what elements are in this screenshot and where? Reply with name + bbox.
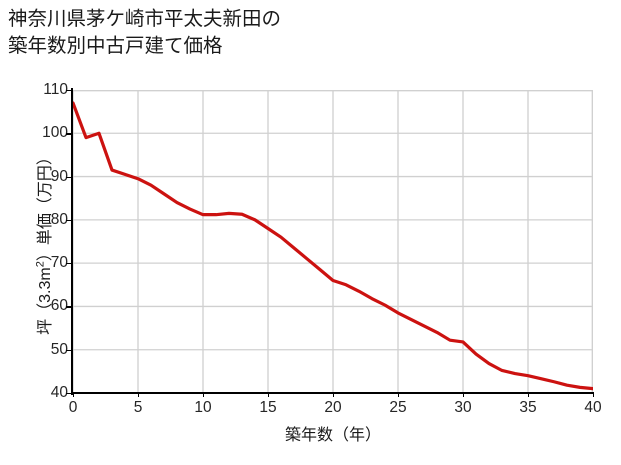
- y-tick-mark: [66, 349, 71, 351]
- y-axis-title-suffix: ）単価（万円）: [37, 149, 54, 262]
- y-tick-label: 50: [50, 340, 68, 358]
- y-tick-label: 80: [50, 210, 68, 228]
- x-tick-mark: [333, 392, 335, 397]
- y-tick-label: 40: [50, 384, 68, 401]
- y-axis-title: 坪（3.3m2）単価（万円）: [31, 87, 55, 397]
- y-axis-title-unit: m: [37, 267, 54, 281]
- y-axis-title-prefix: 坪（3.3: [37, 280, 54, 335]
- y-axis-title-superscript: 2: [34, 261, 47, 268]
- x-tick-label: 35: [519, 399, 537, 416]
- y-tick-mark: [66, 393, 71, 395]
- grid-lines: [73, 90, 593, 393]
- x-axis-title: 築年数（年）: [284, 427, 381, 444]
- y-axis-spine: [71, 88, 74, 395]
- y-tick-mark: [66, 90, 71, 92]
- data-line-series: [73, 101, 593, 391]
- x-tick-mark: [463, 392, 465, 397]
- y-tick-label: 70: [50, 254, 68, 272]
- y-tick-mark: [66, 306, 71, 308]
- x-tick-label: 20: [324, 399, 342, 416]
- y-tick-mark: [66, 219, 71, 222]
- x-tick-mark: [593, 392, 595, 397]
- y-axis-tick-labels: 110 100 90 80 70 60 50 40: [16, 0, 68, 465]
- y-tick-label: 60: [50, 297, 68, 315]
- x-tick-mark: [398, 392, 400, 397]
- y-tick-label: 100: [42, 124, 68, 142]
- x-tick-label: 5: [133, 399, 143, 416]
- plot-area: [73, 90, 593, 393]
- x-tick-label: 40: [584, 399, 602, 416]
- x-tick-mark: [528, 392, 530, 397]
- x-tick-mark: [268, 392, 270, 397]
- y-tick-mark: [66, 176, 71, 178]
- y-tick-mark: [66, 133, 71, 135]
- chart-title: 神奈川県茅ケ崎市平太夫新田の 築年数別中古戸建て価格: [8, 8, 282, 57]
- x-tick-mark: [73, 392, 75, 397]
- y-tick-label: 90: [50, 167, 68, 185]
- x-tick-label: 25: [389, 399, 407, 416]
- x-tick-label: 0: [68, 399, 78, 416]
- x-tick-mark: [203, 392, 205, 397]
- x-tick-label: 15: [259, 399, 277, 416]
- x-tick-mark: [138, 392, 140, 397]
- y-tick-label: 110: [43, 81, 68, 98]
- x-tick-label: 10: [194, 399, 212, 416]
- x-axis-spine: [71, 392, 594, 395]
- y-tick-mark: [66, 263, 71, 265]
- x-tick-label: 30: [454, 399, 472, 416]
